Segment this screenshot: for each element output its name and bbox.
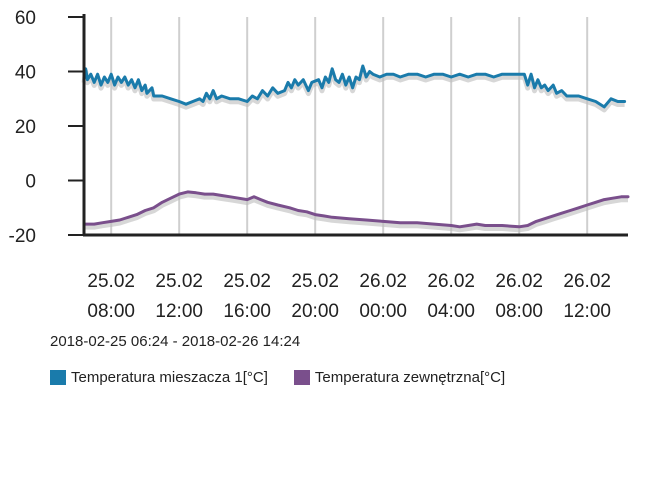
x-tick-time-4: 00:00 — [359, 301, 407, 322]
x-tick-date-0: 25.02 — [87, 271, 135, 292]
legend: Temperatura mieszacza 1[°C] Temperatura … — [50, 369, 505, 386]
x-tick-date-2: 25.02 — [223, 271, 271, 292]
y-tick-label-3: 0 — [25, 172, 36, 193]
x-tick-time-3: 20:00 — [291, 301, 339, 322]
x-tick-date-5: 26.02 — [427, 271, 475, 292]
legend-item-mixer[interactable]: Temperatura mieszacza 1[°C] — [50, 369, 268, 386]
legend-label-outdoor: Temperatura zewnętrzna[°C] — [314, 369, 506, 386]
y-tick-label-4: -20 — [9, 226, 36, 247]
legend-item-outdoor[interactable]: Temperatura zewnętrzna[°C] — [293, 369, 506, 386]
series-group — [81, 64, 630, 233]
x-tick-date-6: 26.02 — [495, 271, 543, 292]
legend-label-mixer: Temperatura mieszacza 1[°C] — [71, 369, 268, 386]
x-tick-date-3: 25.02 — [291, 271, 339, 292]
temperature-chart: 60 40 20 0 -20 25.02 08:00 25.02 12:00 25.02 16:0… — [9, 8, 630, 322]
x-tick-time-1: 12:00 — [155, 301, 203, 322]
x-tick-time-7: 12:00 — [563, 301, 611, 322]
series-shadow-0 — [81, 66, 625, 113]
time-range-label: 2018-02-25 06:24 - 2018-02-26 14:24 — [50, 333, 301, 350]
x-tick-time-6: 08:00 — [495, 301, 543, 322]
x-tick-time-2: 16:00 — [223, 301, 271, 322]
series-line-0 — [82, 64, 627, 109]
x-axis-ticks: 25.02 08:00 25.02 12:00 25.02 16:00 25.02 20:00… — [87, 271, 611, 322]
x-tick-date-4: 26.02 — [359, 271, 407, 292]
x-tick-date-7: 26.02 — [563, 271, 611, 292]
y-tick-label-1: 40 — [15, 63, 36, 84]
legend-swatch-mixer — [50, 370, 66, 385]
y-tick-label-0: 60 — [15, 8, 36, 29]
grid-lines — [110, 17, 589, 235]
series-line-1 — [82, 190, 630, 229]
x-tick-time-5: 04:00 — [427, 301, 475, 322]
x-tick-date-1: 25.02 — [155, 271, 203, 292]
x-tick-time-0: 08:00 — [87, 301, 135, 322]
legend-swatch-outdoor — [293, 370, 310, 385]
y-tick-label-2: 20 — [15, 117, 36, 138]
y-axis-ticks: 60 40 20 0 -20 — [9, 8, 84, 247]
series-shadow-1 — [84, 192, 628, 233]
